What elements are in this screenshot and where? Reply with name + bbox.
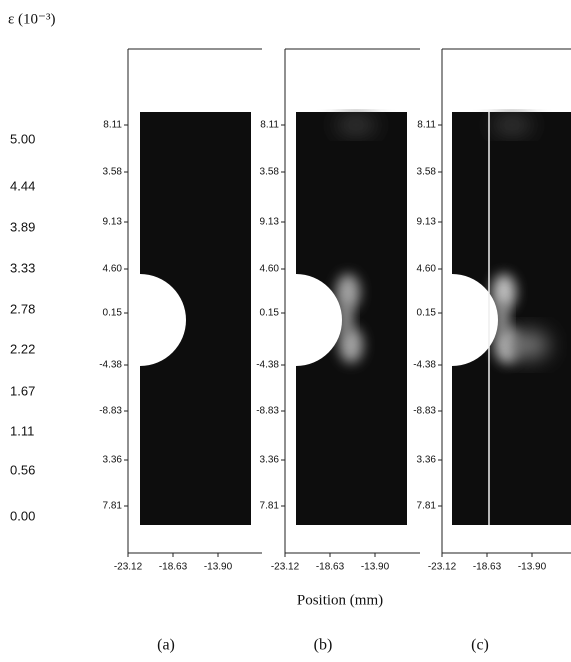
y-tick-label: -4.38	[99, 360, 122, 371]
y-tick-label: 3.36	[417, 455, 437, 466]
colorbar-tick-label: 0.56	[10, 462, 35, 477]
y-tick-label: 3.58	[260, 167, 280, 178]
noise	[492, 117, 532, 133]
x-tick-label: -18.63	[473, 562, 502, 573]
strain-spread	[505, 331, 549, 359]
colorbar-tick-label: 3.89	[10, 219, 35, 234]
panel-label: (b)	[314, 637, 333, 654]
y-tick-label: -8.83	[413, 406, 436, 417]
x-tick-label: -23.12	[428, 562, 457, 573]
y-tick-label: -4.38	[413, 360, 436, 371]
x-tick-label: -23.12	[114, 562, 143, 573]
x-tick-label: -13.90	[361, 562, 390, 573]
y-tick-label: 3.36	[260, 455, 280, 466]
y-tick-label: 3.58	[417, 167, 437, 178]
y-tick-label: 8.11	[103, 120, 122, 131]
x-tick-label: -18.63	[159, 562, 188, 573]
colorbar-tick-label: 0.00	[10, 508, 35, 523]
y-tick-label: 7.81	[260, 501, 280, 512]
y-tick-label: 4.60	[417, 264, 437, 275]
y-tick-label: 0.15	[260, 308, 280, 319]
y-tick-label: -4.38	[256, 360, 279, 371]
x-tick-label: -13.90	[518, 562, 547, 573]
strain-concentration	[492, 274, 516, 310]
y-tick-label: 9.13	[417, 217, 437, 228]
y-tick-label: -8.83	[256, 406, 279, 417]
strain-concentration	[495, 298, 509, 338]
colorbar-tick-label: 3.33	[10, 260, 35, 275]
hole	[140, 274, 186, 366]
y-tick-label: 8.11	[260, 120, 279, 131]
x-tick-label: -13.90	[204, 562, 233, 573]
y-tick-label: -8.83	[99, 406, 122, 417]
colorbar-tick-label: 4.44	[10, 178, 35, 193]
y-tick-label: 3.58	[103, 167, 123, 178]
colorbar-tick-label: 1.11	[10, 423, 34, 438]
noise	[336, 117, 376, 133]
panel-label: (a)	[157, 637, 175, 654]
hole	[296, 274, 342, 366]
colorbar-tick-label: 2.78	[10, 301, 35, 316]
y-tick-label: 7.81	[103, 501, 123, 512]
y-tick-label: 9.13	[260, 217, 280, 228]
y-tick-label: 4.60	[103, 264, 123, 275]
x-tick-label: -23.12	[271, 562, 300, 573]
hole	[452, 274, 498, 366]
colorbar-tick-label: 1.67	[10, 383, 35, 398]
y-tick-label: 7.81	[417, 501, 437, 512]
x-axis-label: Position (mm)	[297, 592, 383, 608]
panel-label: (c)	[471, 637, 489, 654]
x-tick-label: -18.63	[316, 562, 345, 573]
y-tick-label: 3.36	[103, 455, 123, 466]
y-tick-label: 8.11	[417, 120, 436, 131]
y-tick-label: 0.15	[417, 308, 437, 319]
y-tick-label: 0.15	[103, 308, 123, 319]
colorbar-label: ε (10⁻³)	[8, 11, 55, 27]
y-tick-label: 9.13	[103, 217, 123, 228]
colorbar-tick-label: 2.22	[10, 341, 35, 356]
colorbar-tick-label: 5.00	[10, 131, 35, 146]
strain-concentration	[336, 274, 360, 310]
y-tick-label: 4.60	[260, 264, 280, 275]
strain-concentration	[339, 298, 353, 338]
